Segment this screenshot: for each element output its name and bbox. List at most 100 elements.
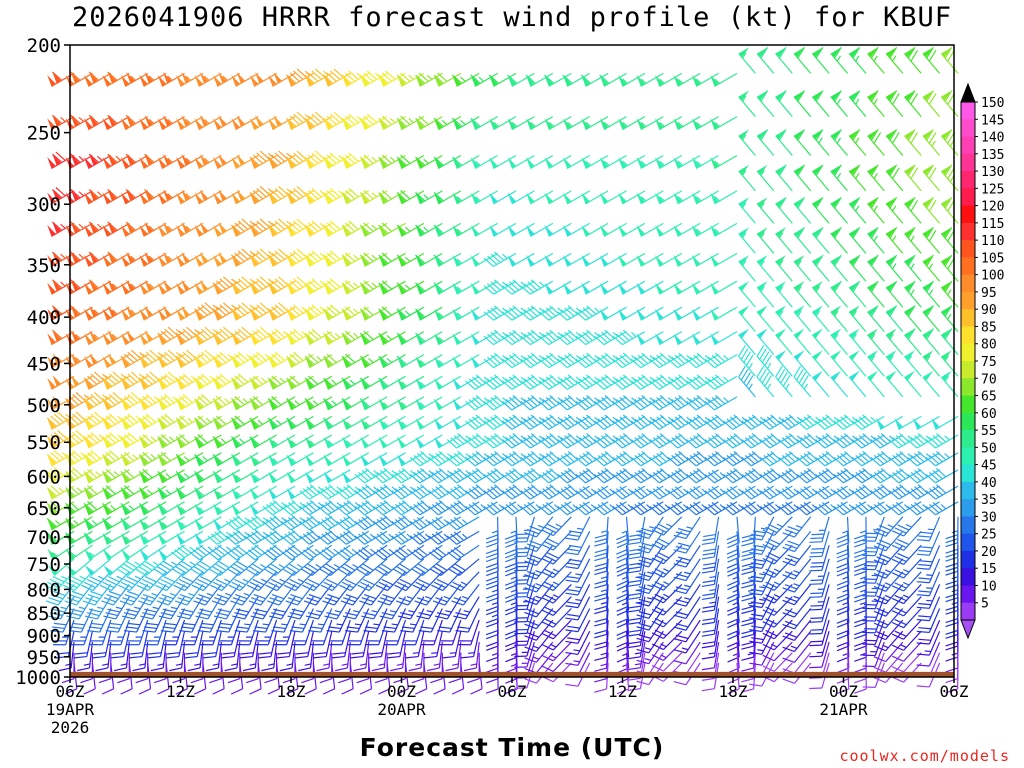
wind-barb (287, 596, 314, 620)
wind-barb (538, 352, 572, 369)
wind-barb (174, 584, 204, 606)
wind-barb (249, 469, 277, 484)
wind-barb (541, 544, 572, 565)
wind-barb (83, 530, 112, 545)
wind-barb (867, 196, 885, 224)
wind-barb (83, 468, 112, 484)
wind-barb (904, 46, 922, 74)
wind-barb (194, 72, 222, 87)
wind-barb (232, 596, 259, 620)
wind-barb (867, 328, 885, 355)
wind-barb (470, 331, 498, 346)
wind-barb (249, 248, 277, 267)
wind-barb (207, 529, 241, 545)
wind-barb (138, 584, 167, 606)
wind-barb (231, 189, 259, 205)
credit-link[interactable]: coolwx.com/models (839, 747, 1010, 765)
wind-barb (323, 68, 351, 87)
wind-barb (102, 530, 130, 545)
wind-barb (212, 326, 241, 346)
wind-barb (922, 254, 941, 282)
wind-barb (415, 72, 443, 87)
wind-barb (120, 516, 148, 531)
wind-barb (102, 468, 130, 484)
wind-barb (120, 468, 148, 484)
wind-barb (231, 351, 259, 369)
wind-barb (286, 150, 314, 170)
wind-barb (851, 414, 885, 430)
wind-barb (120, 501, 148, 516)
wind-barb (396, 354, 425, 369)
wind-barb (544, 190, 572, 205)
wind-barb (371, 642, 388, 672)
wind-barb (102, 221, 130, 237)
wind-barb (520, 305, 554, 321)
wind-barb (157, 371, 185, 390)
wind-barb (323, 452, 351, 467)
wind-barb (830, 164, 848, 192)
wind-barb (271, 608, 296, 633)
wind-barb (922, 46, 941, 74)
wind-barb (867, 226, 885, 254)
wind-barb (175, 373, 204, 390)
wind-barb (341, 152, 370, 170)
colorbar-under-arrow (960, 619, 976, 640)
wind-barb (470, 252, 498, 267)
wind-barb (442, 631, 462, 659)
wind-barb (811, 328, 830, 355)
wind-barb (83, 485, 112, 500)
wind-barb (793, 46, 812, 74)
wind-barb (925, 450, 959, 467)
wind-barb (153, 558, 185, 577)
wind-barb (434, 331, 462, 346)
wind-barb (102, 153, 130, 170)
wind-barb (429, 558, 462, 577)
wind-barb (140, 596, 167, 620)
wind-barb (176, 189, 204, 205)
wind-barb (811, 350, 830, 377)
wind-barb (541, 571, 572, 592)
wind-barb (848, 305, 867, 332)
wind-barb (359, 190, 388, 205)
wind-barb (190, 558, 222, 577)
wind-barb (848, 46, 867, 74)
wind-barb (50, 608, 75, 633)
wind-barb (359, 330, 388, 346)
wind-barb (470, 72, 498, 87)
wind-barb (345, 608, 370, 633)
wind-barb (102, 371, 130, 390)
wind-barb (234, 608, 259, 633)
wind-barb (46, 584, 75, 606)
wind-barb (304, 188, 333, 205)
wind-barb (138, 434, 167, 449)
wind-barb (562, 72, 591, 87)
wind-barb (267, 186, 296, 205)
wind-barb (390, 642, 407, 672)
wind-barb (922, 129, 941, 156)
wind-barb (526, 222, 554, 237)
wind-barb (378, 190, 406, 205)
wind-barb (120, 432, 148, 449)
wind-barb (470, 190, 498, 205)
colorbar-label: 80 (981, 338, 997, 353)
wind-barb (299, 529, 333, 545)
colorbar-swatch (961, 516, 975, 535)
colorbar-swatch (961, 412, 975, 431)
wind-barb (267, 396, 296, 411)
wind-barb (867, 350, 885, 377)
wind-barb (354, 467, 388, 484)
wind-barb (544, 222, 572, 237)
wind-barb (187, 642, 204, 672)
wind-barb (305, 596, 333, 620)
wind-barb (194, 485, 222, 500)
wind-barb (249, 485, 277, 500)
wind-barb (452, 396, 480, 411)
wind-barb (300, 558, 333, 577)
wind-barb (387, 631, 407, 659)
wind-barb (267, 351, 296, 369)
colorbar-swatch (961, 464, 975, 483)
wind-barb (84, 71, 112, 87)
wind-barb (848, 254, 867, 282)
wind-barb (651, 652, 683, 672)
wind-barb (396, 331, 425, 346)
